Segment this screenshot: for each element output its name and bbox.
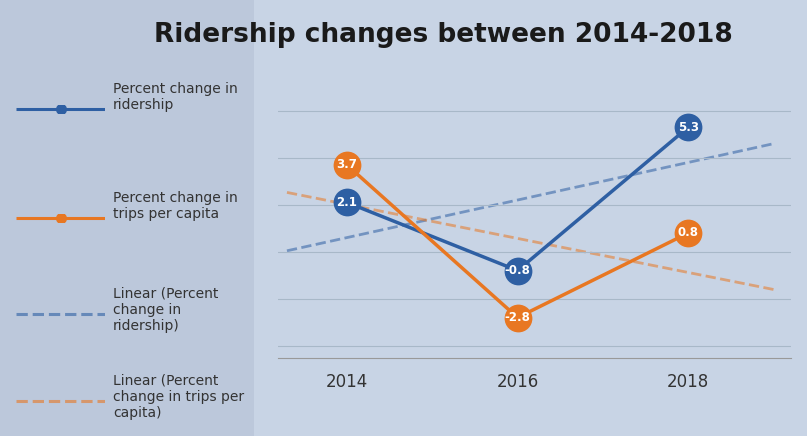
Text: Percent change in
trips per capita: Percent change in trips per capita xyxy=(113,191,238,221)
Text: 0.8: 0.8 xyxy=(678,226,699,239)
Text: -2.8: -2.8 xyxy=(504,311,530,324)
Text: Linear (Percent
change in trips per
capita): Linear (Percent change in trips per capi… xyxy=(113,374,244,420)
Text: 2.1: 2.1 xyxy=(337,196,358,209)
Text: Ridership changes between 2014-2018: Ridership changes between 2014-2018 xyxy=(154,22,734,48)
Text: 5.3: 5.3 xyxy=(678,121,699,134)
Text: Percent change in
ridership: Percent change in ridership xyxy=(113,82,238,112)
Text: 3.7: 3.7 xyxy=(337,158,358,171)
Text: -0.8: -0.8 xyxy=(504,264,530,277)
Text: Linear (Percent
change in
ridership): Linear (Percent change in ridership) xyxy=(113,286,219,333)
